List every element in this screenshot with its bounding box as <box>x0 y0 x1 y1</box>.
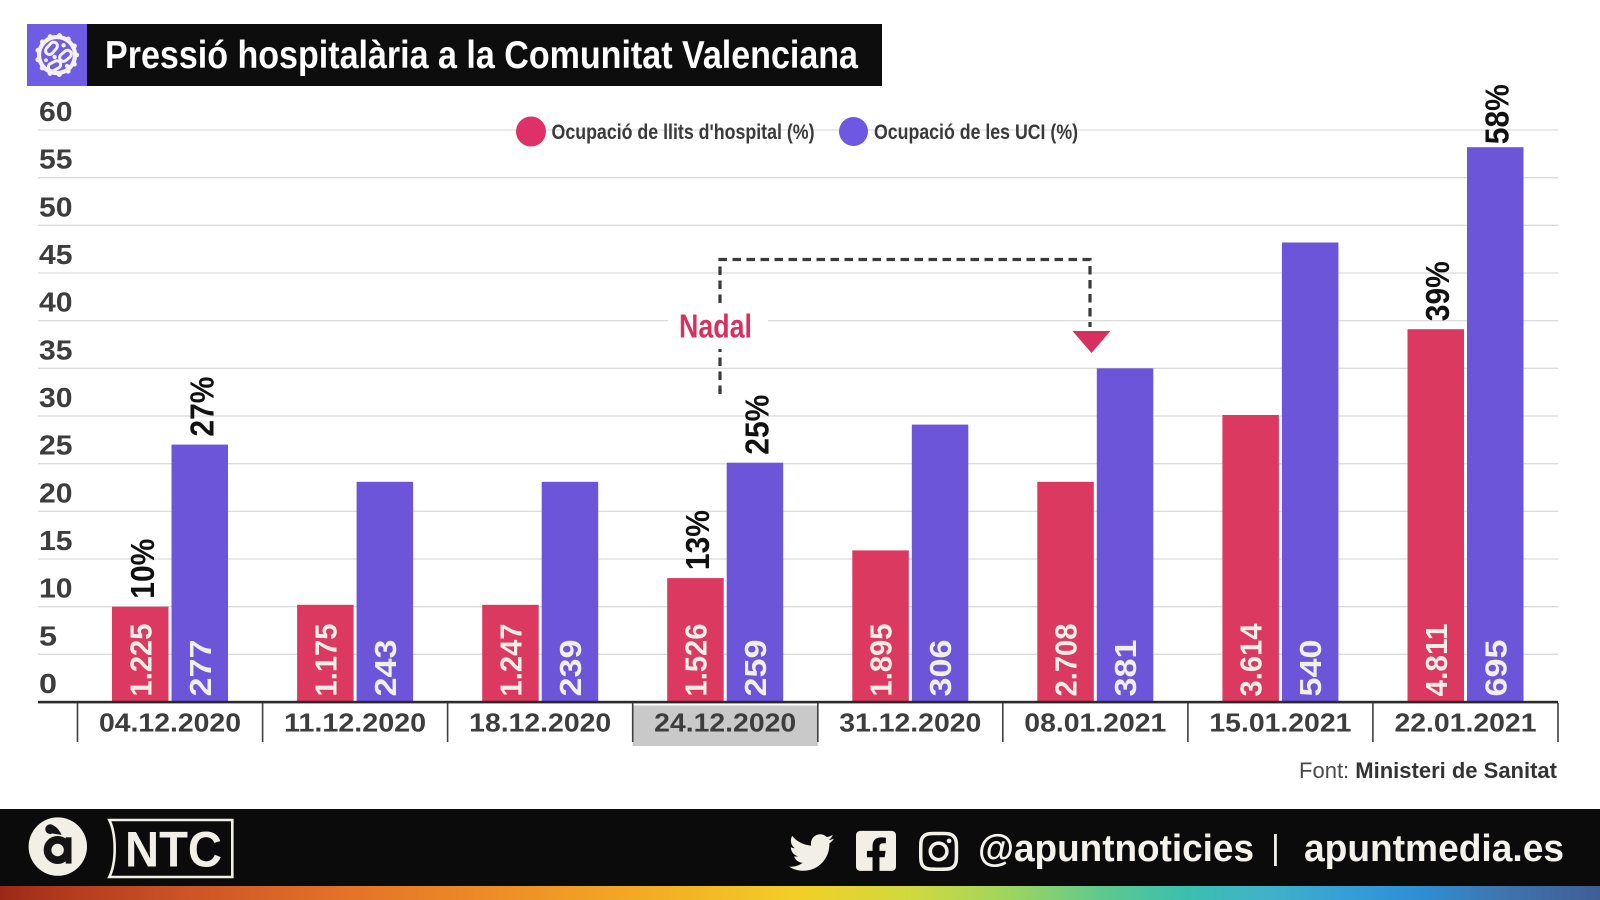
svg-text:259: 259 <box>738 640 773 697</box>
svg-text:3.614: 3.614 <box>1234 623 1269 697</box>
svg-text:0: 0 <box>39 668 57 699</box>
svg-text:15.01.2021: 15.01.2021 <box>1209 708 1351 738</box>
svg-text:22.01.2021: 22.01.2021 <box>1395 708 1537 738</box>
svg-text:58%: 58% <box>1480 84 1517 144</box>
svg-text:40: 40 <box>39 287 73 318</box>
svg-text:540: 540 <box>1293 640 1328 697</box>
svg-text:|: | <box>1271 829 1280 867</box>
svg-text:31.12.2020: 31.12.2020 <box>839 708 981 738</box>
svg-text:239: 239 <box>553 640 588 697</box>
svg-text:695: 695 <box>1478 640 1513 697</box>
svg-text:Nadal: Nadal <box>679 308 752 345</box>
svg-text:306: 306 <box>923 640 958 697</box>
svg-text:2.708: 2.708 <box>1049 624 1084 697</box>
svg-text:NTC: NTC <box>125 822 222 878</box>
svg-text:55: 55 <box>39 144 73 175</box>
svg-text:Ocupació de les UCI (%): Ocupació de les UCI (%) <box>874 121 1078 144</box>
svg-text:45: 45 <box>39 239 73 270</box>
svg-text:1.895: 1.895 <box>864 624 899 697</box>
svg-text:13%: 13% <box>680 510 717 570</box>
svg-text:1.175: 1.175 <box>308 624 343 697</box>
svg-text:1.247: 1.247 <box>494 624 529 697</box>
svg-text:08.01.2021: 08.01.2021 <box>1024 708 1166 738</box>
svg-text:10%: 10% <box>125 539 162 599</box>
svg-text:1.225: 1.225 <box>123 624 158 697</box>
svg-text:4.811: 4.811 <box>1419 624 1454 697</box>
svg-text:35: 35 <box>39 334 73 365</box>
svg-text:5: 5 <box>39 620 57 651</box>
svg-text:24.12.2020: 24.12.2020 <box>654 708 796 738</box>
svg-text:@apuntnoticies: @apuntnoticies <box>978 828 1254 870</box>
svg-text:1.526: 1.526 <box>679 624 714 697</box>
svg-text:Font: Ministeri de Sanitat: Font: Ministeri de Sanitat <box>1299 758 1558 783</box>
svg-text:10: 10 <box>39 573 73 604</box>
svg-text:381: 381 <box>1108 640 1143 697</box>
svg-text:60: 60 <box>39 96 73 127</box>
svg-text:Ocupació de llits d'hospital (: Ocupació de llits d'hospital (%) <box>552 121 815 144</box>
svg-text:Pressió hospitalària a la Comu: Pressió hospitalària a la Comunitat Vale… <box>105 34 858 77</box>
svg-text:04.12.2020: 04.12.2020 <box>99 708 241 738</box>
svg-text:apuntmedia.es: apuntmedia.es <box>1304 828 1564 870</box>
svg-text:39%: 39% <box>1420 261 1457 321</box>
svg-text:25%: 25% <box>740 395 777 455</box>
svg-text:243: 243 <box>368 640 403 697</box>
svg-text:20: 20 <box>39 477 73 508</box>
svg-text:50: 50 <box>39 191 73 222</box>
svg-text:18.12.2020: 18.12.2020 <box>469 708 611 738</box>
svg-text:11.12.2020: 11.12.2020 <box>284 708 426 738</box>
svg-text:277: 277 <box>183 640 218 697</box>
svg-text:27%: 27% <box>184 377 221 437</box>
svg-text:15: 15 <box>39 525 73 556</box>
svg-text:30: 30 <box>39 382 73 413</box>
svg-text:25: 25 <box>39 430 73 461</box>
